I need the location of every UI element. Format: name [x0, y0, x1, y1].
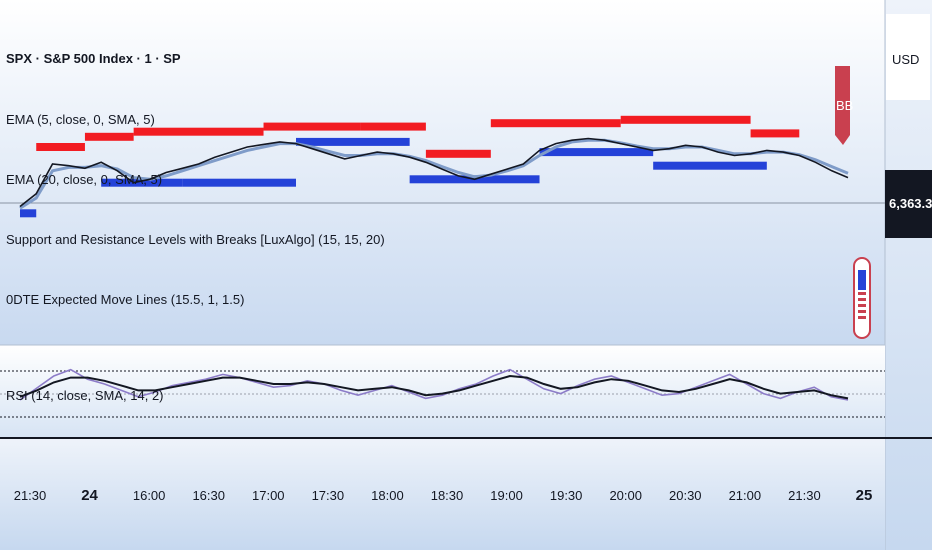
time-tick-label: 19:00 [490, 488, 523, 503]
resistance-level-3 [263, 122, 361, 131]
bb-badge-label: BB [836, 98, 853, 113]
rsi-series-line [19, 368, 849, 401]
main-pane [0, 0, 885, 345]
time-axis [0, 439, 885, 550]
time-tick-label: 16:30 [192, 488, 225, 503]
resistance-level-8 [750, 129, 800, 138]
last-price-tag: 6,363.36 [885, 170, 932, 238]
rsi-pane [0, 345, 885, 438]
time-tick-label: 18:00 [371, 488, 404, 503]
time-tick-label: 17:30 [312, 488, 345, 503]
ema-series-line [19, 138, 849, 210]
resistance-level-2 [133, 127, 264, 136]
time-tick-label: 16:00 [133, 488, 166, 503]
time-tick-label: 17:00 [252, 488, 285, 503]
price-layer [19, 137, 849, 210]
time-tick-label: 18:30 [431, 488, 464, 503]
time-tick-labels: 21:30 24 16:00 16:30 17:00 17:30 18:00 18:30 19:… [14, 487, 873, 504]
indicator-ema5[interactable]: EMA (5, close, 0, SMA, 5) [6, 112, 155, 127]
indicator-ema20[interactable]: EMA (20, close, 0, SMA, 5) [6, 172, 162, 187]
resistance-level-7 [620, 115, 751, 124]
bb-badge[interactable]: BB [835, 66, 853, 145]
resistance-level-1 [84, 132, 134, 141]
last-price-value: 6,363.36 [889, 196, 932, 211]
time-tick-label: 20:00 [609, 488, 642, 503]
time-tick-label: 21:00 [729, 488, 762, 503]
support-level-2 [182, 178, 296, 187]
currency-label: USD [892, 52, 919, 67]
time-tick-label: 19:30 [550, 488, 583, 503]
time-tick-label: 20:30 [669, 488, 702, 503]
resistance-level-5 [425, 149, 491, 158]
time-tick-label: 21:30 [14, 488, 47, 503]
rsi-ma-series-line [19, 374, 849, 400]
rsi-layer [19, 368, 849, 401]
indicator-rsi[interactable]: RSI (14, close, SMA, 14, 2) [6, 388, 164, 403]
price-series-line [19, 137, 849, 208]
support-level-3 [296, 137, 410, 146]
indicator-0dte[interactable]: 0DTE Expected Move Lines (15.5, 1, 1.5) [6, 292, 244, 307]
legend: SPX · S&P 500 Index · 1 · SP EMA (5, clo… [6, 51, 385, 403]
us-flag-icon[interactable] [853, 257, 871, 339]
time-tick-label: 24 [81, 487, 98, 504]
time-tick-label: 25 [856, 487, 873, 504]
support-level-1 [101, 178, 183, 187]
resistance-level-4 [360, 122, 426, 131]
symbol-title[interactable]: SPX · S&P 500 Index · 1 · SP [6, 51, 181, 66]
support-level-0 [20, 209, 37, 218]
resistance-level-6 [490, 119, 621, 128]
indicator-support-resistance[interactable]: Support and Resistance Levels with Break… [6, 232, 385, 247]
support-level-6 [653, 161, 767, 170]
time-tick-label: 21:30 [788, 488, 821, 503]
support-level-5 [539, 148, 654, 157]
resistance-level-0 [36, 143, 85, 151]
currency-box[interactable] [886, 14, 930, 100]
